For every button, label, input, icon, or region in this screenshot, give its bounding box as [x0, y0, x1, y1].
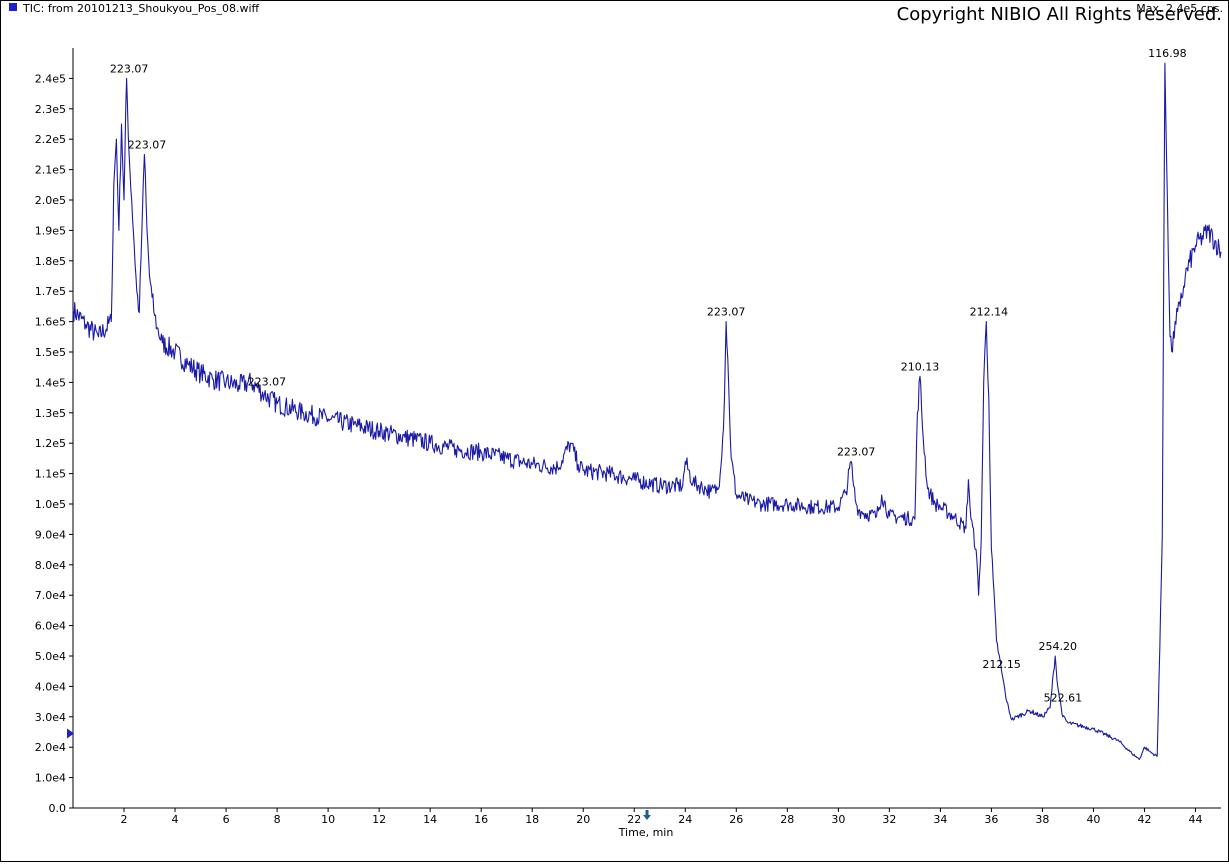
x-tick-label: 16 — [474, 813, 488, 826]
x-tick-label: 42 — [1137, 813, 1151, 826]
y-axis-ticks: 0.0 1.0e4 2.0e4 3.0e4 4.0e4 5.0e4 6.0e4 7.0e4 8.… — [35, 72, 73, 815]
y-tick-label: 1.8e5 — [35, 255, 66, 268]
y-tick-label: 1.5e5 — [35, 346, 66, 359]
peak-labels: 223.07 223.07 223.07 223.07 223.07 210.13 212.… — [110, 47, 1187, 704]
x-tick-label: 40 — [1086, 813, 1100, 826]
y-tick-label: 9.0e4 — [35, 528, 66, 541]
peak-label: 223.07 — [248, 376, 287, 389]
series-line-tic — [72, 62, 1222, 760]
x-tick-label: 20 — [576, 813, 590, 826]
x-tick-label: 10 — [321, 813, 335, 826]
down-arrow-icon — [643, 810, 651, 820]
y-tick-label: 1.0e5 — [35, 498, 66, 511]
peak-label: 212.14 — [970, 306, 1009, 319]
peak-label: 223.07 — [128, 138, 167, 151]
y-tick-label: 2.2e5 — [35, 133, 66, 146]
y-tick-label: 2.3e5 — [35, 103, 66, 116]
x-tick-label: 6 — [223, 813, 230, 826]
x-tick-label: 38 — [1035, 813, 1049, 826]
x-tick-label: 22 — [627, 813, 641, 826]
y-tick-label: 2.4e5 — [35, 72, 66, 85]
y-tick-label: 2.1e5 — [35, 164, 66, 177]
y-tick-label: 2.0e4 — [35, 741, 66, 754]
x-tick-label: 24 — [678, 813, 692, 826]
copyright-text: Copyright NIBIO All Rights reserved. — [897, 4, 1222, 25]
x-tick-label: 8 — [274, 813, 281, 826]
x-tick-label: 26 — [729, 813, 743, 826]
x-tick-label: 12 — [372, 813, 386, 826]
y-tick-label: 1.9e5 — [35, 224, 66, 237]
peak-label: 212.15 — [982, 658, 1021, 671]
x-tick-label: 2 — [121, 813, 128, 826]
peak-label: 254.20 — [1038, 640, 1077, 653]
y-tick-label: 1.7e5 — [35, 285, 66, 298]
peak-label: 116.98 — [1148, 47, 1187, 60]
peak-label: 223.07 — [837, 445, 876, 458]
x-tick-label: 28 — [780, 813, 794, 826]
y-tick-label: 1.2e5 — [35, 437, 66, 450]
y-tick-label: 8.0e4 — [35, 559, 66, 572]
x-axis-label: Time, min — [618, 826, 674, 839]
y-tick-label: 1.0e4 — [35, 772, 66, 785]
chart-title: TIC: from 20101213_Shoukyou_Pos_08.wiff — [22, 2, 260, 15]
y-tick-label: 7.0e4 — [35, 589, 66, 602]
max-label: Max. 2.4e5 cps. — [1136, 2, 1223, 15]
y-tick-label: 3.0e4 — [35, 711, 66, 724]
y-tick-label: 1.1e5 — [35, 468, 66, 481]
y-tick-label: 6.0e4 — [35, 620, 66, 633]
x-tick-label: 34 — [933, 813, 947, 826]
y-tick-label: 1.6e5 — [35, 316, 66, 329]
x-axis-ticks: 2 4 6 8 10 12 14 16 18 20 22 24 26 28 30 32 34 36 38 40 42 44 — [121, 808, 1202, 826]
x-tick-label: 30 — [831, 813, 845, 826]
y-tick-label: 4.0e4 — [35, 680, 66, 693]
x-tick-label: 36 — [984, 813, 998, 826]
x-tick-label: 4 — [172, 813, 179, 826]
triangle-marker-icon — [67, 728, 74, 739]
y-tick-label: 0.0 — [49, 802, 67, 815]
square-marker-icon — [9, 3, 17, 11]
y-tick-label: 1.3e5 — [35, 407, 66, 420]
x-tick-label: 44 — [1188, 813, 1202, 826]
y-tick-label: 5.0e4 — [35, 650, 66, 663]
peak-label: 522.61 — [1044, 692, 1083, 705]
x-tick-label: 14 — [423, 813, 437, 826]
peak-label: 223.07 — [707, 306, 746, 319]
y-tick-label: 2.0e5 — [35, 194, 66, 207]
y-tick-label: 1.4e5 — [35, 376, 66, 389]
peak-label: 210.13 — [901, 360, 940, 373]
x-tick-label: 32 — [882, 813, 896, 826]
peak-label: 223.07 — [110, 62, 149, 75]
x-tick-label: 18 — [525, 813, 539, 826]
